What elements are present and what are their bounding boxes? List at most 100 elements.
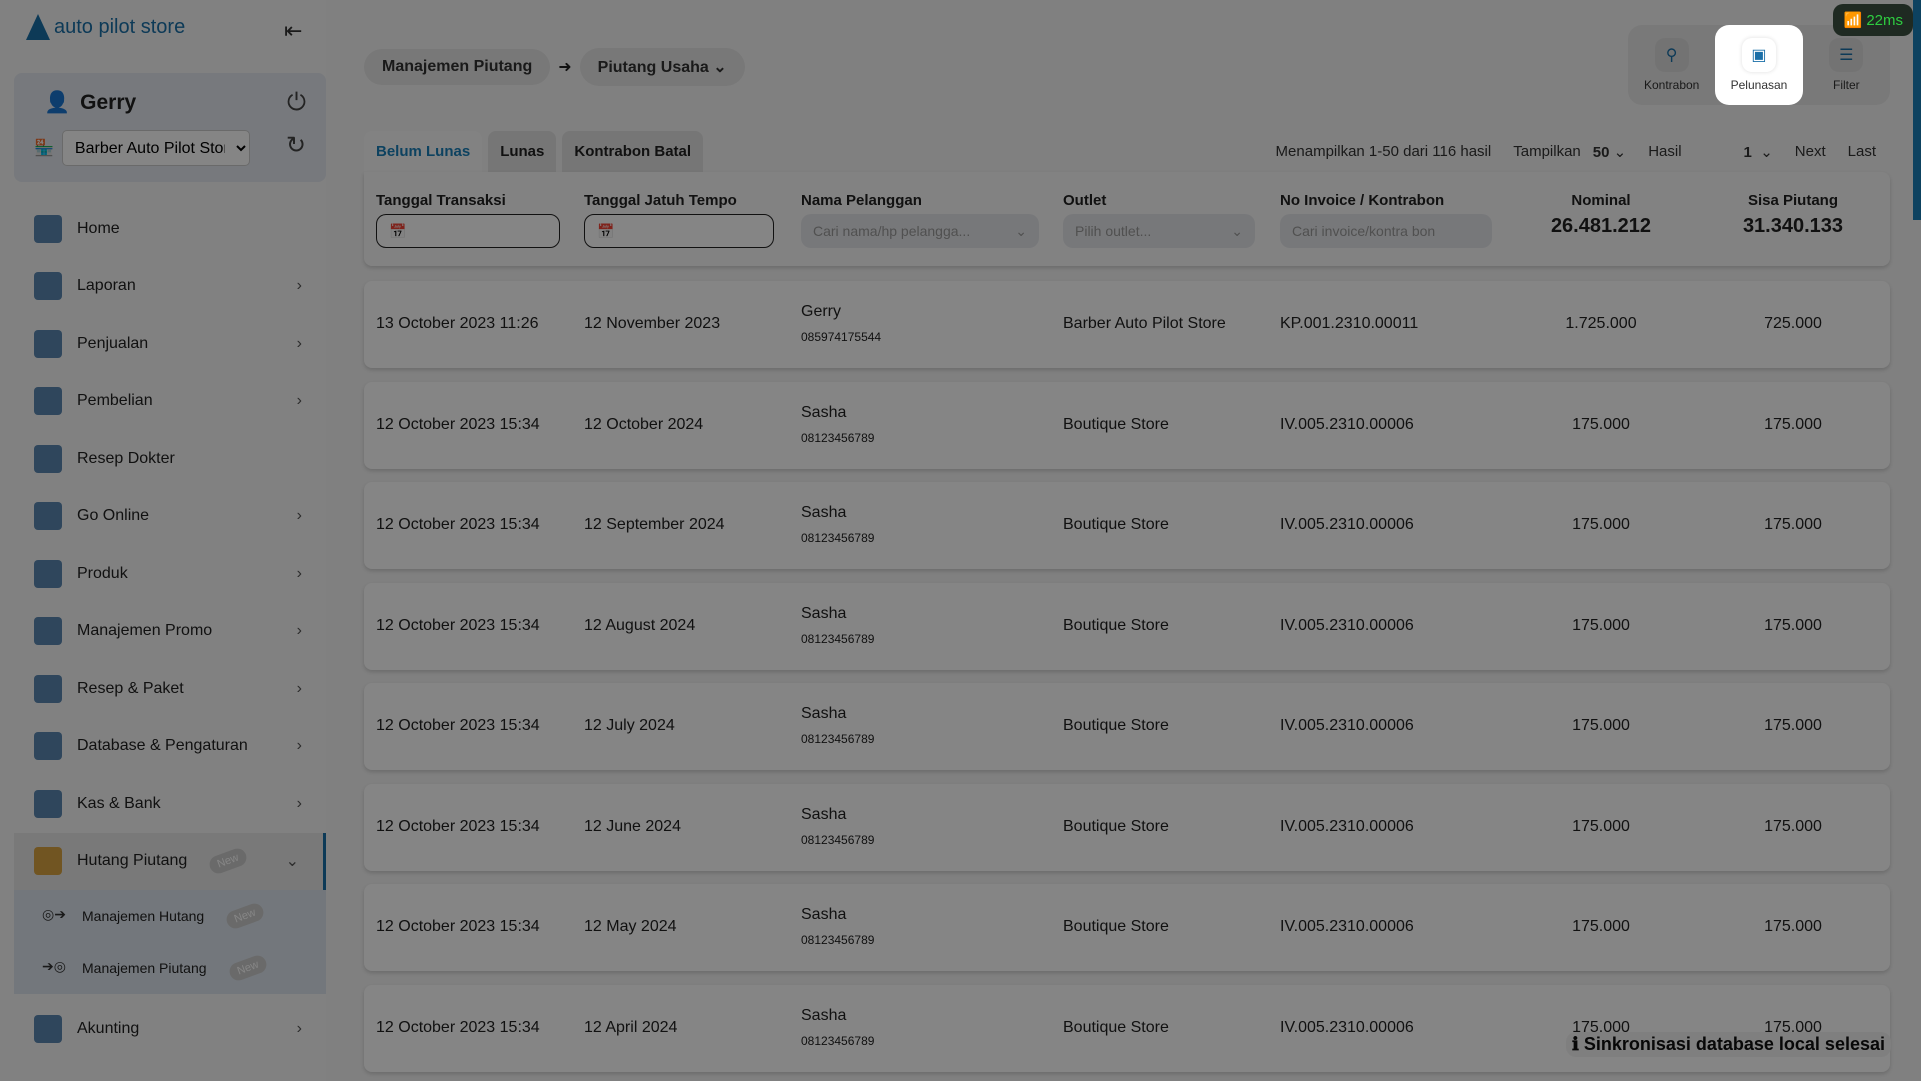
row-cell: 12 October 2023 15:34	[376, 817, 540, 835]
logo-icon	[26, 14, 50, 40]
tanggal-transaksi-input[interactable]: 📅	[376, 214, 560, 248]
sliders-icon: ☰	[1829, 38, 1864, 72]
pelunasan-button[interactable]: ▣ Pelunasan	[1715, 25, 1803, 105]
row-cell: Sasha	[801, 805, 847, 823]
sidebar-item-produk[interactable]: Produk ›	[14, 545, 326, 603]
row-cell: Boutique Store	[1063, 918, 1169, 935]
store-select[interactable]: Barber Auto Pilot Stor	[61, 130, 250, 166]
filter-card: Tanggal Transaksi 📅 Tanggal Jatuh Tempo 📅 …	[364, 172, 1890, 266]
prescription-icon	[34, 444, 62, 473]
row-cell: 08123456789	[801, 832, 875, 847]
last-button[interactable]: Last	[1847, 143, 1876, 160]
row-cell: 12 October 2023 15:34	[376, 1018, 540, 1036]
table-row[interactable]: 12 October 2023 15:34 12 May 2024 Sasha 0…	[364, 884, 1890, 971]
row-cell: IV.005.2310.00006	[1280, 1018, 1414, 1036]
row-cell: IV.005.2310.00006	[1280, 516, 1414, 533]
sidebar-item-manajemen-promo[interactable]: Manajemen Promo ›	[14, 603, 326, 661]
tab-kontrabon-batal[interactable]: Kontrabon Batal	[562, 131, 704, 172]
table-row[interactable]: 12 October 2023 15:34 12 July 2024 Sasha…	[364, 683, 1890, 770]
sidebar-item-akunting[interactable]: Akunting ›	[14, 1000, 326, 1058]
sidebar-item-go-online[interactable]: Go Online ›	[14, 488, 326, 546]
row-cell: 08123456789	[801, 1033, 875, 1048]
table-row[interactable]: 12 October 2023 15:34 12 April 2024 Sash…	[364, 984, 1890, 1072]
sidebar-subitem-manajemen-piutang[interactable]: ➔◎ Manajemen Piutang New	[14, 942, 326, 994]
breadcrumb-manajemen-piutang[interactable]: Manajemen Piutang	[364, 49, 551, 85]
table-row[interactable]: 13 October 2023 11:26 12 November 2023 G…	[364, 281, 1890, 368]
sidebar-item-laporan[interactable]: Laporan ›	[14, 258, 326, 316]
info-icon: ℹ	[1571, 1034, 1579, 1054]
tab-lunas[interactable]: Lunas	[488, 131, 557, 172]
table-row[interactable]: 12 October 2023 15:34 12 October 2024 Sa…	[364, 381, 1890, 469]
sidebar-item-pembelian[interactable]: Pembelian ›	[14, 373, 326, 431]
breadcrumb-piutang-usaha[interactable]: Piutang Usaha ⌄	[579, 48, 745, 86]
page-select[interactable]: 1 ⌄	[1743, 144, 1773, 161]
row-cell: Sasha	[801, 403, 847, 421]
table-row[interactable]: 12 October 2023 15:34 12 June 2024 Sasha…	[364, 783, 1890, 871]
chevron-right-icon: ›	[296, 794, 302, 812]
page-size-select[interactable]: 50 ⌄	[1592, 144, 1627, 161]
sidebar-item-resep-paket[interactable]: Resep & Paket ›	[14, 660, 326, 718]
chevron-right-icon: ›	[296, 334, 302, 352]
result-summary: Menampilkan 1-50 dari 116 hasil	[1275, 143, 1492, 160]
sidebar-item-database-pengaturan[interactable]: Database & Pengaturan ›	[14, 718, 326, 776]
row-cell: Sasha 08123456789	[801, 1007, 874, 1048]
sidebar-item-label: Kas & Bank	[77, 794, 161, 812]
row-cell: 085974175544	[801, 330, 882, 344]
calendar-icon: 📅	[597, 222, 615, 239]
sidebar-item-home[interactable]: Home	[14, 200, 326, 258]
filter-button[interactable]: ☰ Filter	[1803, 25, 1890, 105]
row-cell: Sasha 08123456789	[801, 605, 874, 646]
row-cell: 175.000	[1764, 415, 1822, 433]
row-cell: Gerry	[801, 303, 841, 320]
row-cell: 12 October 2023 15:34	[376, 516, 540, 533]
row-cell: 12 July 2024	[584, 717, 675, 734]
kontrabon-button[interactable]: ⚲ Kontrabon	[1628, 25, 1715, 105]
chevron-down-icon: ⌄	[285, 853, 299, 871]
next-button[interactable]: Next	[1794, 143, 1826, 160]
row-cell: 12 May 2024	[584, 918, 677, 935]
sidebar: auto pilot store ⇤ 👤 Gerry ⏻ 🏪 Barber Auto…	[0, 0, 326, 1081]
chevron-right-icon: ›	[296, 277, 302, 295]
outlet-select[interactable]: Pilih outlet... ⌄	[1063, 214, 1255, 248]
invoice-search-input[interactable]: Cari invoice/kontra bon	[1280, 214, 1492, 248]
sidebar-subitem-manajemen-hutang[interactable]: ◎➔ Manajemen Hutang New	[14, 890, 326, 942]
monitor-icon	[34, 502, 62, 531]
clip-icon: ⚲	[1654, 38, 1689, 72]
row-cell: 13 October 2023 11:26	[376, 315, 539, 332]
refresh-icon[interactable]: ↻	[285, 132, 306, 159]
sidebar-item-kas-bank[interactable]: Kas & Bank ›	[14, 775, 326, 833]
logo[interactable]: auto pilot store	[26, 14, 185, 40]
sidebar-item-label: Manajemen Promo	[77, 622, 213, 640]
table-row[interactable]: 12 October 2023 15:34 12 September 2024 …	[364, 482, 1890, 569]
nama-pelanggan-select[interactable]: Cari nama/hp pelangga... ⌄	[801, 214, 1039, 248]
sidebar-item-resep-dokter[interactable]: Resep Dokter	[14, 430, 326, 488]
tab-belum-lunas[interactable]: Belum Lunas	[364, 131, 483, 172]
row-cell: Sasha 08123456789	[801, 404, 874, 445]
row-cell: 12 October 2023 15:34	[376, 415, 540, 433]
chevron-right-icon: ›	[296, 679, 302, 697]
chevron-down-icon: ⌄	[1231, 222, 1243, 239]
power-icon[interactable]: ⏻	[287, 89, 306, 116]
chevron-right-icon: ›	[296, 622, 302, 640]
sidebar-item-hutang-piutang[interactable]: Hutang Piutang New ⌄	[14, 832, 326, 890]
sidebar-item-label: Penjualan	[77, 334, 149, 352]
sidebar-item-label: Laporan	[77, 277, 136, 295]
row-cell: 12 August 2024	[584, 616, 696, 634]
row-cell: Boutique Store	[1063, 616, 1169, 634]
tag-icon	[34, 617, 62, 646]
table-row[interactable]: 12 October 2023 15:34 12 August 2024 Sas…	[364, 582, 1890, 670]
collapse-sidebar-icon[interactable]: ⇤	[284, 18, 303, 43]
row-cell: 12 November 2023	[584, 315, 721, 332]
tanggal-jatuh-tempo-input[interactable]: 📅	[584, 214, 774, 248]
cashier-icon	[34, 329, 62, 358]
report-icon	[34, 272, 62, 301]
tabs: Belum Lunas Lunas Kontrabon Batal	[364, 131, 704, 172]
sidebar-item-penjualan[interactable]: Penjualan ›	[14, 315, 326, 373]
coins-hand-icon	[34, 847, 62, 876]
sidebar-item-label: Home	[77, 219, 120, 237]
sidebar-item-label: Resep & Paket	[77, 679, 184, 697]
row-cell: Sasha	[801, 604, 847, 622]
row-cell: Sasha 08123456789	[801, 705, 874, 746]
scrollbar[interactable]	[1913, 0, 1921, 220]
